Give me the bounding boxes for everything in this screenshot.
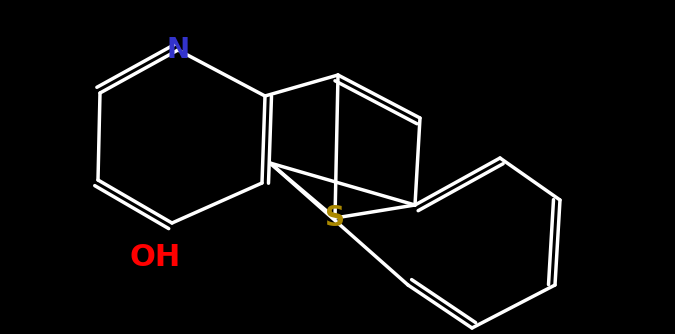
Text: S: S xyxy=(325,204,345,232)
Text: OH: OH xyxy=(130,243,181,273)
Text: N: N xyxy=(167,36,190,64)
